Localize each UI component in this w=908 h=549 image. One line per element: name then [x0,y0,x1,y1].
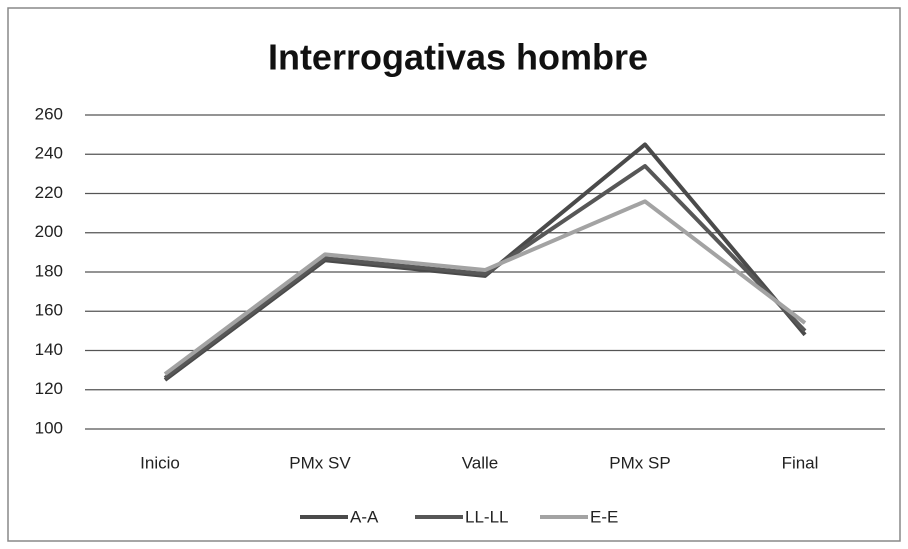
y-tick-label: 160 [35,301,63,320]
y-tick-label: 100 [35,418,63,437]
y-tick-label: 120 [35,379,63,398]
legend-label: LL-LL [465,507,508,526]
series-line [163,199,807,376]
chart-title: Interrogativas hombre [268,37,648,78]
y-tick-label: 180 [35,261,63,280]
y-tick-label: 260 [35,104,63,123]
x-tick-label: Inicio [140,453,180,472]
y-tick-label: 200 [35,222,63,241]
legend-label: A-A [350,507,379,526]
x-tick-label: Valle [462,453,499,472]
x-tick-label: PMx SP [609,453,670,472]
y-tick-label: 240 [35,144,63,163]
y-tick-label: 220 [35,183,63,202]
x-tick-label: Final [782,453,819,472]
x-tick-label: PMx SV [289,453,351,472]
series-line [163,164,807,380]
legend-label: E-E [590,507,618,526]
y-tick-label: 140 [35,340,63,359]
